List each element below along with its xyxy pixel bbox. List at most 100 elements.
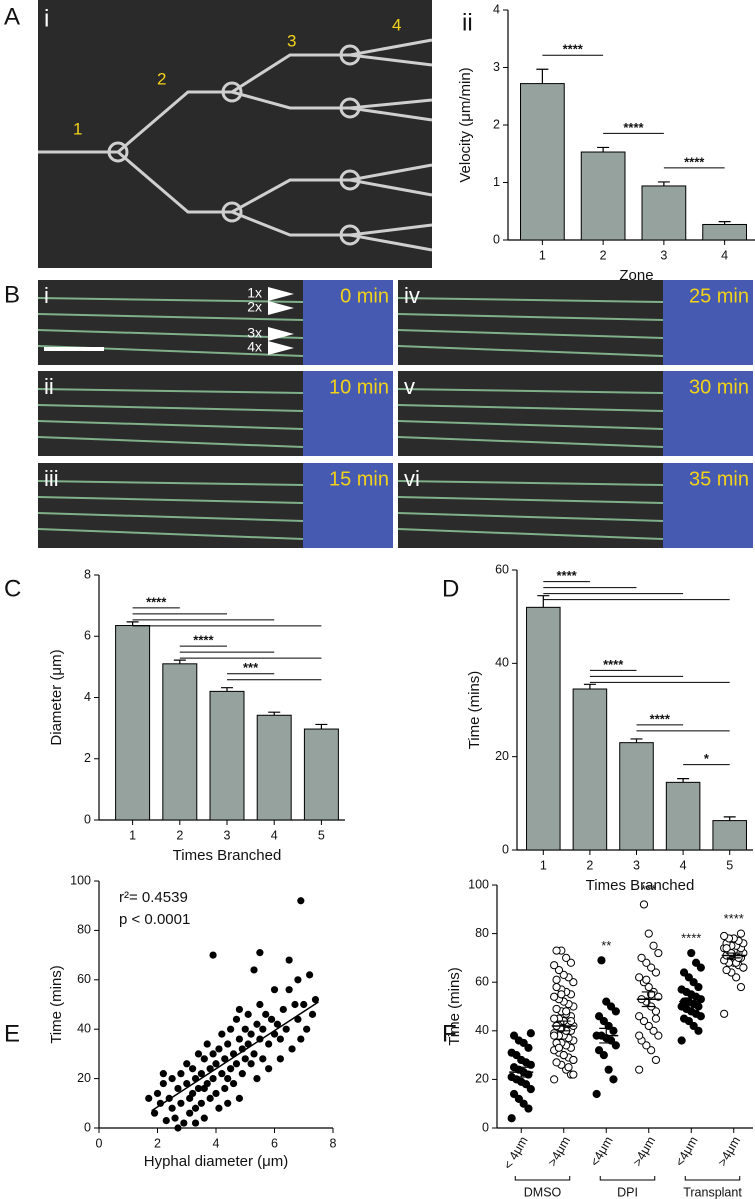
branch-label: 4x [247,339,262,355]
point [526,1085,535,1094]
channel [397,528,664,540]
channel [397,496,664,504]
point [273,1020,282,1028]
point [235,1005,243,1014]
channel [37,512,304,522]
point [509,1089,519,1099]
point [651,968,661,977]
point [194,1050,203,1058]
point [291,1000,299,1009]
point [509,1031,519,1040]
x-tick-label: 5 [726,858,733,872]
point [156,1099,165,1107]
panel-letter: C [4,575,21,602]
sem-bar [684,997,699,1006]
x-tick-label: 3 [633,858,640,872]
time-label: 35 min [689,468,749,490]
point [552,1058,561,1067]
time-label: 0 min [340,285,389,307]
point [654,948,663,958]
group-bracket [684,1176,741,1181]
bar [526,606,561,851]
channel [37,404,304,412]
point [218,1030,226,1038]
y-tick-label: 3 [493,60,500,74]
y-tick-label: 100 [468,877,489,891]
point [550,1014,559,1023]
channel [397,420,664,430]
point [221,1055,229,1063]
point [235,1035,243,1043]
channel [37,329,304,339]
point [308,1010,317,1018]
point [209,951,217,959]
channel [37,480,304,486]
y-tick-label: 0 [84,812,91,826]
stained-region [663,280,753,365]
point [241,1055,249,1063]
point [250,1050,258,1058]
panel-letter: A [4,3,20,30]
significance-label: **** [650,711,671,726]
significance-label: **** [603,657,624,672]
point [177,1070,185,1078]
y-tick-label: 40 [495,656,509,670]
x-tick-label: 2 [154,1136,161,1150]
point [689,978,698,987]
point [609,1026,618,1035]
point [569,1055,578,1065]
point [288,1045,296,1053]
point [609,1075,618,1084]
point [153,1089,162,1098]
point [635,973,644,982]
point [592,1089,601,1099]
channel [37,297,304,303]
branch-label: 1x [247,285,262,301]
panel-letter: F [442,1020,457,1047]
point [276,1055,284,1063]
point [276,1035,284,1043]
x-tick-label: >4μm [630,1134,658,1169]
point [244,1010,252,1018]
point [694,982,703,992]
point [722,944,731,953]
point [250,966,258,974]
bar [572,688,608,851]
point [694,1026,703,1035]
point [720,1009,729,1018]
point [253,1075,261,1083]
x-tick-label: 6 [271,1136,278,1150]
x-tick-label: 2 [600,248,607,262]
point [212,1089,220,1098]
fit-line [151,1001,319,1112]
point [684,973,693,982]
point [524,1104,533,1113]
frame-label: ii [44,374,54,399]
point [200,1114,208,1122]
panel-sublabel: ii [462,9,473,36]
point [259,1025,267,1033]
channel [37,313,304,321]
point [679,968,689,977]
y-tick-label: 0 [493,232,500,246]
bar [580,151,626,241]
point [235,1094,243,1102]
point [218,1070,226,1078]
sem-bar [556,1020,571,1032]
point [602,997,611,1006]
bar [712,820,747,851]
channel [397,436,664,448]
sem-bar [599,1027,614,1044]
point [689,1021,698,1031]
y-tick-label: 20 [495,749,509,763]
panel-letter: D [442,575,459,602]
y-tick-label: 2 [493,117,500,131]
point [552,946,561,955]
point [256,1000,264,1009]
point [212,1060,220,1068]
point [514,1094,523,1103]
error-bar [173,659,186,664]
significance-label: **** [556,568,577,583]
point [285,986,293,994]
point [552,1004,561,1014]
